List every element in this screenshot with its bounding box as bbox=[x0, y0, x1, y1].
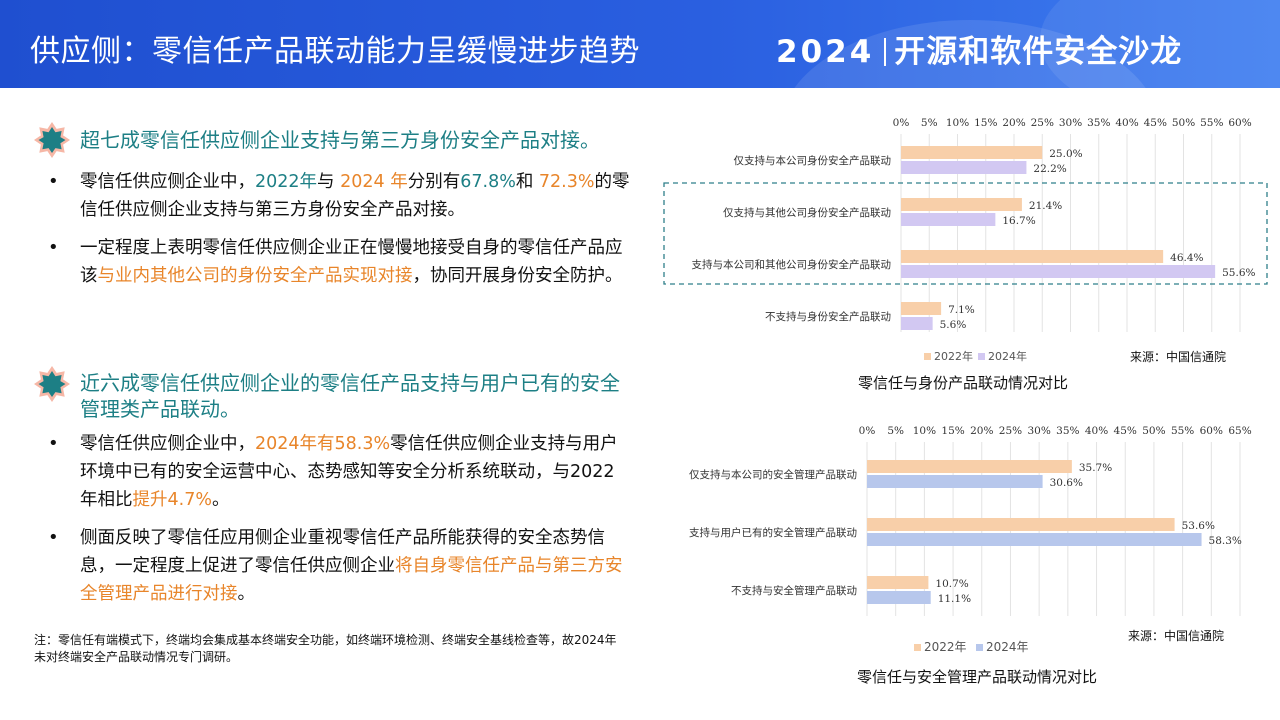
tick-label: 5% bbox=[887, 425, 904, 437]
header-banner: 供应侧：零信任产品联动能力呈缓慢进步趋势 2024 开源和软件安全沙龙 bbox=[0, 0, 1280, 88]
brand-logo: 2024 开源和软件安全沙龙 bbox=[776, 26, 1182, 71]
footnote: 注：零信任有端模式下，终端均会集成基本终端安全功能，如终端环境检测、终端安全基线… bbox=[34, 633, 617, 664]
tick-label: 35% bbox=[1056, 425, 1079, 437]
bar-2024 bbox=[867, 533, 1202, 546]
data-label: 53.6% bbox=[1182, 520, 1215, 532]
bar-2024 bbox=[901, 161, 1027, 174]
star-badge-icon bbox=[34, 122, 70, 158]
tick-label: 0% bbox=[859, 425, 876, 437]
data-label: 5.6% bbox=[940, 319, 967, 331]
bar-2022 bbox=[901, 146, 1043, 159]
tick-label: 15% bbox=[941, 425, 964, 437]
tick-label: 25% bbox=[1031, 117, 1054, 129]
chart-title: 零信任与身份产品联动情况对比 bbox=[858, 374, 1068, 392]
legend-swatch bbox=[978, 353, 985, 360]
bar-2024 bbox=[867, 475, 1043, 488]
bullet-list: 零信任供应侧企业中，2022年与 2024 年分别有67.8%和 72.3%的零… bbox=[44, 168, 630, 300]
legend-label: 2024年 bbox=[988, 349, 1027, 363]
bullet-list: 零信任供应侧企业中，2024年有58.3%零信任供应侧企业支持与用户环境中已有的… bbox=[44, 430, 630, 618]
tick-label: 15% bbox=[974, 117, 997, 129]
tick-label: 55% bbox=[1171, 425, 1194, 437]
source-label: 来源：中国信通院 bbox=[1128, 628, 1224, 643]
bar-2022 bbox=[867, 518, 1175, 531]
category-label: 不支持与身份安全产品联动 bbox=[765, 310, 891, 323]
tick-label: 65% bbox=[1228, 425, 1251, 437]
tick-label: 50% bbox=[1142, 425, 1165, 437]
category-label: 支持与用户已有的安全管理产品联动 bbox=[689, 526, 857, 539]
legend-label: 2024年 bbox=[986, 640, 1029, 654]
data-label: 7.1% bbox=[948, 304, 975, 316]
bar-2022 bbox=[867, 576, 929, 589]
category-label: 仅支持与本公司身份安全产品联动 bbox=[734, 154, 892, 167]
data-label: 25.0% bbox=[1049, 148, 1082, 160]
bar-2024 bbox=[901, 317, 933, 330]
bullet-item: 一定程度上表明零信任供应侧企业正在慢慢地接受自身的零信任产品应该与业内其他公司的… bbox=[44, 234, 630, 290]
bar-2022 bbox=[901, 250, 1164, 263]
tick-label: 40% bbox=[1085, 425, 1108, 437]
source-label: 来源：中国信通院 bbox=[1130, 349, 1226, 364]
brand-year: 2024 bbox=[776, 34, 875, 70]
highlight-dashed-box bbox=[663, 182, 1268, 285]
bar-2022 bbox=[901, 302, 942, 315]
section-heading-text: 超七成零信任供应侧企业支持与第三方身份安全产品对接。 bbox=[80, 128, 600, 152]
data-label: 11.1% bbox=[938, 593, 971, 605]
tick-label: 30% bbox=[1059, 117, 1082, 129]
star-badge-icon bbox=[34, 366, 70, 402]
tick-label: 60% bbox=[1228, 117, 1251, 129]
brand-divider bbox=[884, 38, 887, 66]
tick-label: 55% bbox=[1200, 117, 1223, 129]
data-label: 30.6% bbox=[1050, 477, 1083, 489]
chart-identity-linkage: 0% 5% 10% 15% 20% 25% 30% 35% 40% 45% 50% 55% 60% 仅支持… bbox=[663, 117, 1268, 392]
category-label: 仅支持与本公司的安全管理产品联动 bbox=[689, 468, 857, 481]
tick-label: 10% bbox=[913, 425, 936, 437]
tick-label: 40% bbox=[1115, 117, 1138, 129]
tick-label: 50% bbox=[1172, 117, 1195, 129]
legend-swatch bbox=[976, 644, 983, 651]
chart-security-mgmt-linkage: 0% 5% 10% 15% 20% 25% 30% 35% 40% 45% 50% 55% 60% 65%… bbox=[689, 425, 1252, 686]
bullet-item: 侧面反映了零信任应用侧企业重视零信任产品所能获得的安全态势信息，一定程度上促进了… bbox=[44, 524, 630, 608]
tick-label: 20% bbox=[1002, 117, 1025, 129]
page-title: 供应侧：零信任产品联动能力呈缓慢进步趋势 bbox=[30, 34, 640, 69]
section-heading-text: 近六成零信任供应侧企业的零信任产品支持与用户已有的安全管理类产品联动。 bbox=[80, 371, 620, 421]
tick-label: 25% bbox=[999, 425, 1022, 437]
tick-label: 45% bbox=[1114, 425, 1137, 437]
tick-label: 20% bbox=[970, 425, 993, 437]
bullet-item: 零信任供应侧企业中，2022年与 2024 年分别有67.8%和 72.3%的零… bbox=[44, 168, 630, 224]
legend-swatch bbox=[914, 644, 921, 651]
category-label: 不支持与安全管理产品联动 bbox=[731, 584, 857, 597]
category-label: 仅支持与其他公司身份安全产品联动 bbox=[723, 206, 891, 219]
data-label: 21.4% bbox=[1029, 200, 1062, 212]
bar-2022 bbox=[867, 460, 1072, 473]
bar-2024 bbox=[901, 265, 1216, 278]
legend-label: 2022年 bbox=[934, 349, 973, 363]
bar-2022 bbox=[901, 198, 1022, 211]
data-label: 16.7% bbox=[1002, 215, 1035, 227]
data-label: 35.7% bbox=[1079, 462, 1112, 474]
data-label: 46.4% bbox=[1170, 252, 1203, 264]
chart-title: 零信任与安全管理产品联动情况对比 bbox=[857, 668, 1097, 686]
tick-label: 10% bbox=[946, 117, 969, 129]
data-label: 55.6% bbox=[1222, 267, 1255, 279]
data-label: 22.2% bbox=[1033, 163, 1066, 175]
legend-label: 2022年 bbox=[924, 640, 967, 654]
legend-swatch bbox=[924, 353, 931, 360]
tick-label: 35% bbox=[1087, 117, 1110, 129]
bar-2024 bbox=[901, 213, 996, 226]
bullet-item: 零信任供应侧企业中，2024年有58.3%零信任供应侧企业支持与用户环境中已有的… bbox=[44, 430, 630, 514]
section-heading-security-mgmt: 近六成零信任供应侧企业的零信任产品支持与用户已有的安全管理类产品联动。 bbox=[32, 364, 620, 422]
category-label: 支持与本公司和其他公司身份安全产品联动 bbox=[692, 258, 892, 271]
section-heading-identity: 超七成零信任供应侧企业支持与第三方身份安全产品对接。 bbox=[32, 120, 640, 160]
tick-label: 45% bbox=[1144, 117, 1167, 129]
tick-label: 0% bbox=[893, 117, 910, 129]
tick-label: 5% bbox=[921, 117, 938, 129]
tick-label: 30% bbox=[1027, 425, 1050, 437]
data-label: 58.3% bbox=[1209, 535, 1242, 547]
brand-name: 开源和软件安全沙龙 bbox=[894, 34, 1183, 70]
bar-2024 bbox=[867, 591, 931, 604]
tick-label: 60% bbox=[1200, 425, 1223, 437]
data-label: 10.7% bbox=[935, 578, 968, 590]
decorative-bubble bbox=[1040, 0, 1280, 88]
